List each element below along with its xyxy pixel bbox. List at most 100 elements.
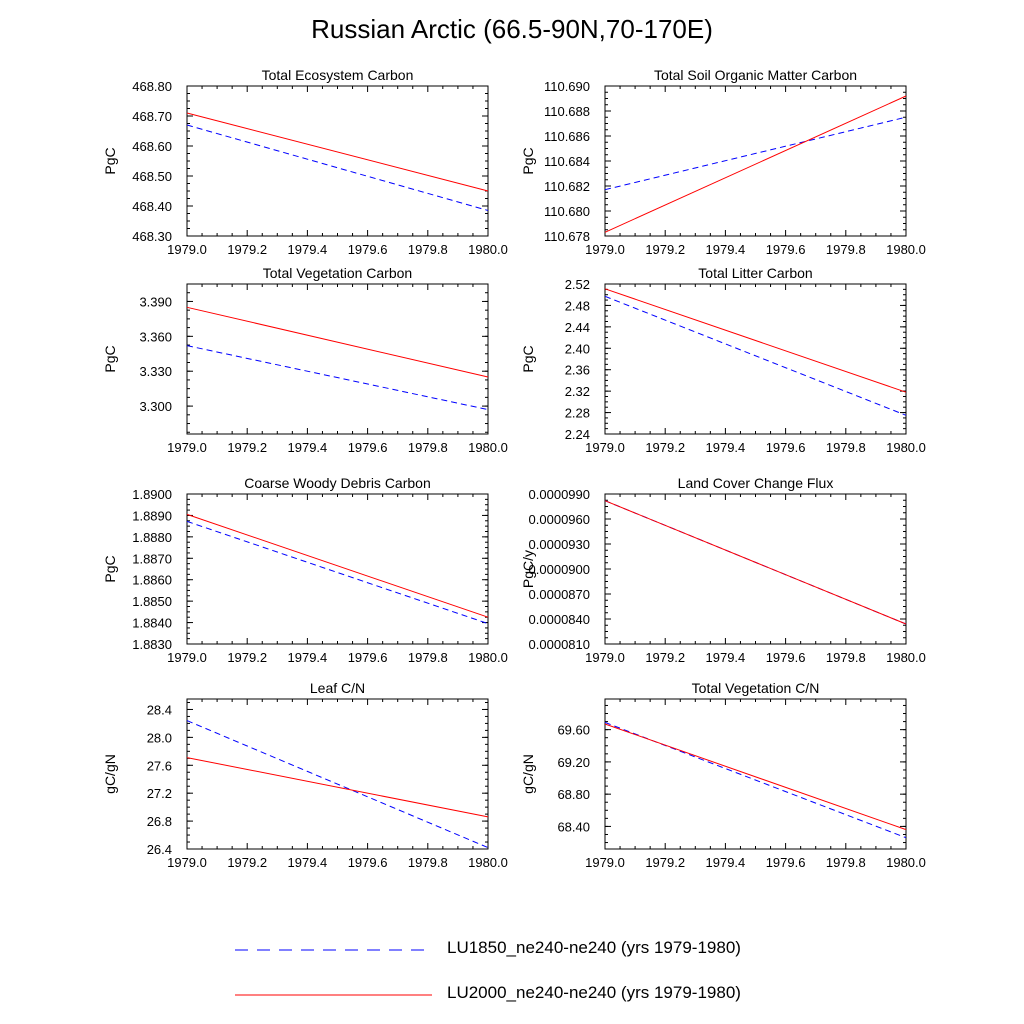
x-tick-label: 1979.6 (348, 650, 388, 665)
panel-0: Total Ecosystem Carbon PgC 1979.0 1979.2 197… (102, 67, 508, 257)
y-tick-label: 68.80 (557, 787, 590, 802)
y-tick-label: 0.0000930 (529, 537, 590, 552)
y-tick-label: 27.2 (147, 786, 172, 801)
x-tick-label: 1979.6 (766, 855, 806, 870)
x-tick-label: 1980.0 (468, 650, 508, 665)
y-tick-label: 110.686 (544, 129, 590, 144)
legend-label: LU1850_ne240-ne240 (yrs 1979-1980) (447, 938, 741, 957)
x-tick-label: 1979.6 (766, 650, 806, 665)
y-tick-label: 468.40 (132, 199, 172, 214)
y-tick-label: 468.60 (132, 139, 172, 154)
y-tick-label: 110.688 (544, 104, 590, 119)
x-tick-label: 1979.8 (408, 855, 448, 870)
y-tick-label: 2.40 (565, 341, 590, 356)
panel-title: Leaf C/N (310, 680, 365, 696)
y-tick-label: 0.0000810 (529, 637, 590, 652)
y-axis-label: gC/gN (102, 754, 118, 794)
series-line-lu2000 (186, 306, 489, 378)
y-tick-label: 0.0000840 (529, 612, 590, 627)
y-tick-label: 26.4 (147, 842, 172, 857)
plot-frame (186, 283, 489, 435)
y-tick-label: 2.24 (565, 427, 590, 442)
x-tick-label: 1979.8 (408, 650, 448, 665)
plot-frame (604, 493, 907, 645)
y-tick-label: 1.8890 (132, 508, 172, 523)
page-title: Russian Arctic (66.5-90N,70-170E) (311, 14, 713, 44)
plot-frame (604, 698, 907, 850)
x-tick-label: 1979.2 (227, 650, 267, 665)
y-tick-label: 2.36 (565, 363, 590, 378)
x-tick-label: 1979.0 (585, 242, 625, 257)
y-tick-label: 0.0000870 (529, 587, 590, 602)
panel-2: Total Vegetation Carbon PgC 1979.0 1979.2 19… (102, 265, 508, 455)
plot-frame (604, 283, 907, 435)
y-tick-label: 1.8900 (132, 487, 172, 502)
y-axis-label: PgC/y (520, 550, 536, 588)
x-tick-label: 1979.2 (645, 242, 685, 257)
panel-6: Leaf C/N gC/gN 1979.0 1979.2 1979.4 1979.6 197… (102, 680, 508, 870)
x-tick-label: 1979.4 (706, 650, 746, 665)
y-tick-label: 69.60 (557, 723, 590, 738)
x-tick-label: 1979.0 (167, 440, 207, 455)
y-tick-label: 468.80 (132, 79, 172, 94)
series-line-lu1850 (186, 345, 489, 411)
x-tick-label: 1979.0 (167, 242, 207, 257)
x-tick-label: 1980.0 (886, 855, 926, 870)
y-tick-label: 110.678 (544, 229, 590, 244)
panel-title: Total Litter Carbon (698, 265, 812, 281)
series-line-lu1850 (186, 520, 489, 625)
x-tick-label: 1979.8 (408, 440, 448, 455)
x-tick-label: 1980.0 (886, 242, 926, 257)
panel-title: Total Vegetation C/N (692, 680, 820, 696)
series-line-lu2000 (604, 723, 907, 831)
y-tick-label: 69.20 (557, 755, 590, 770)
x-tick-label: 1979.6 (766, 242, 806, 257)
plot-frame (186, 85, 489, 237)
y-tick-label: 0.0000900 (529, 562, 590, 577)
series-line-lu2000 (186, 513, 489, 618)
x-tick-label: 1980.0 (468, 440, 508, 455)
y-tick-label: 1.8850 (132, 594, 172, 609)
series-line-lu2000 (186, 757, 489, 818)
series-line-lu1850 (604, 116, 907, 191)
y-tick-label: 28.0 (147, 730, 172, 745)
y-tick-label: 3.390 (139, 294, 172, 309)
legend-swatch-dashed (235, 949, 432, 951)
y-tick-label: 1.8830 (132, 637, 172, 652)
legend-swatch-solid (235, 994, 432, 996)
panel-title: Coarse Woody Debris Carbon (244, 475, 431, 491)
y-tick-label: 1.8840 (132, 616, 172, 631)
panel-1: Total Soil Organic Matter Carbon PgC 1979.… (520, 67, 926, 257)
y-axis-label: PgC (102, 345, 118, 372)
y-tick-label: 68.40 (557, 819, 590, 834)
y-axis-label: PgC (520, 147, 536, 174)
x-tick-label: 1979.6 (348, 242, 388, 257)
x-tick-label: 1980.0 (886, 440, 926, 455)
panel-title: Total Vegetation Carbon (263, 265, 412, 281)
legend-label: LU2000_ne240-ne240 (yrs 1979-1980) (447, 983, 741, 1002)
legend-item-1: LU2000_ne240-ne240 (yrs 1979-1980) (0, 983, 1024, 1013)
series-line-lu2000 (604, 288, 907, 393)
x-tick-label: 1979.0 (585, 650, 625, 665)
x-tick-label: 1979.2 (645, 440, 685, 455)
x-tick-label: 1979.4 (706, 855, 746, 870)
x-tick-label: 1979.4 (288, 855, 328, 870)
x-tick-label: 1979.0 (167, 650, 207, 665)
y-tick-label: 1.8870 (132, 551, 172, 566)
panel-4: Coarse Woody Debris Carbon PgC 1979.0 1979.… (102, 475, 508, 665)
y-axis-label: PgC (520, 345, 536, 372)
x-tick-label: 1979.4 (706, 242, 746, 257)
y-axis-label: gC/gN (520, 754, 536, 794)
x-tick-label: 1979.6 (348, 855, 388, 870)
series-line-lu2000 (604, 500, 907, 625)
y-tick-label: 1.8860 (132, 573, 172, 588)
panel-title: Land Cover Change Flux (678, 475, 834, 491)
x-tick-label: 1979.6 (348, 440, 388, 455)
x-tick-label: 1979.4 (288, 242, 328, 257)
y-tick-label: 2.48 (565, 298, 590, 313)
panel-5: Land Cover Change Flux PgC/y 1979.0 1979.2 1… (520, 475, 926, 665)
y-tick-label: 468.50 (132, 169, 172, 184)
x-tick-label: 1979.4 (706, 440, 746, 455)
x-tick-label: 1980.0 (468, 242, 508, 257)
series-line-lu1850 (604, 295, 907, 416)
